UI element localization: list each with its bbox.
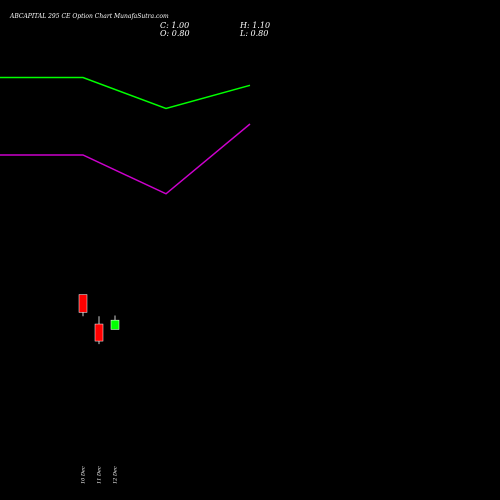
date-label: 10 Dec xyxy=(81,466,87,484)
x-axis-date-labels: 10 Dec 11 Dec 12 Dec xyxy=(81,466,119,484)
ohlc-close: C: 1.00 xyxy=(160,21,189,30)
candle-body xyxy=(78,294,88,313)
indicator-line-2 xyxy=(0,123,251,195)
ohlc-open: O: 0.80 xyxy=(160,29,190,38)
date-label: 12 Dec xyxy=(113,466,119,484)
ohlc-high: H: 1.10 xyxy=(239,21,270,30)
indicator-line-1 xyxy=(0,76,251,110)
candle-12-dec xyxy=(110,315,120,330)
candle-11-dec xyxy=(94,316,104,345)
ohlc-low: L: 0.80 xyxy=(239,29,268,38)
candle-body xyxy=(94,323,104,342)
indicator-lines xyxy=(0,76,251,195)
candle-10-dec xyxy=(78,294,88,317)
chart-title: ABCAPITAL 295 CE Option Chart MunafaSutr… xyxy=(9,13,169,20)
candlesticks xyxy=(78,294,120,345)
candle-body xyxy=(110,319,120,330)
date-label: 11 Dec xyxy=(97,466,103,484)
